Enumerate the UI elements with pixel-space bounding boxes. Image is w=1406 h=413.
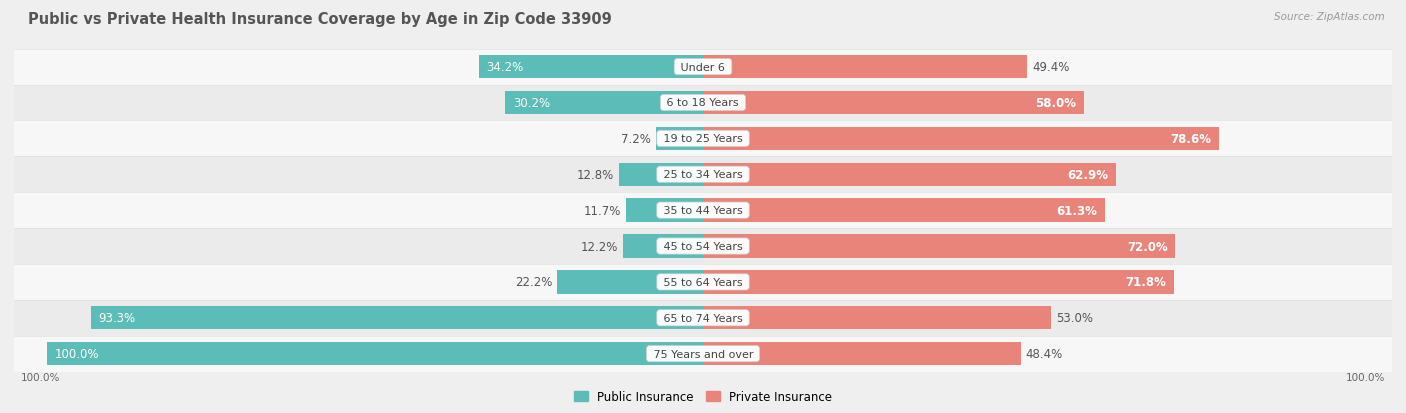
Bar — [626, 199, 703, 222]
Bar — [14, 300, 1392, 336]
Text: 78.6%: 78.6% — [1170, 133, 1211, 145]
Text: 100.0%: 100.0% — [21, 373, 60, 382]
Bar — [46, 342, 703, 366]
Bar — [505, 92, 703, 115]
Text: 12.2%: 12.2% — [581, 240, 617, 253]
Bar — [703, 199, 1105, 222]
Bar — [703, 56, 1028, 79]
Text: 62.9%: 62.9% — [1067, 169, 1108, 181]
Bar — [14, 121, 1392, 157]
Legend: Public Insurance, Private Insurance: Public Insurance, Private Insurance — [569, 385, 837, 408]
Bar — [703, 235, 1175, 258]
Bar — [14, 228, 1392, 264]
Text: 12.8%: 12.8% — [576, 169, 614, 181]
Bar — [14, 193, 1392, 228]
Bar — [14, 85, 1392, 121]
Text: 55 to 64 Years: 55 to 64 Years — [659, 277, 747, 287]
Text: 35 to 44 Years: 35 to 44 Years — [659, 206, 747, 216]
Text: 65 to 74 Years: 65 to 74 Years — [659, 313, 747, 323]
Text: 45 to 54 Years: 45 to 54 Years — [659, 242, 747, 252]
Bar — [557, 271, 703, 294]
Text: 48.4%: 48.4% — [1026, 347, 1063, 360]
Bar — [478, 56, 703, 79]
Text: 6 to 18 Years: 6 to 18 Years — [664, 98, 742, 108]
Bar — [14, 264, 1392, 300]
Text: 61.3%: 61.3% — [1056, 204, 1097, 217]
Bar — [703, 342, 1021, 366]
Text: Public vs Private Health Insurance Coverage by Age in Zip Code 33909: Public vs Private Health Insurance Cover… — [28, 12, 612, 27]
Text: 49.4%: 49.4% — [1032, 61, 1070, 74]
Bar — [655, 127, 703, 151]
Bar — [703, 163, 1116, 187]
Text: Source: ZipAtlas.com: Source: ZipAtlas.com — [1274, 12, 1385, 22]
Text: 72.0%: 72.0% — [1126, 240, 1167, 253]
Text: 75 Years and over: 75 Years and over — [650, 349, 756, 359]
Text: 34.2%: 34.2% — [486, 61, 523, 74]
Text: 71.8%: 71.8% — [1125, 276, 1166, 289]
Bar — [619, 163, 703, 187]
Text: 30.2%: 30.2% — [513, 97, 550, 110]
Text: 7.2%: 7.2% — [620, 133, 651, 145]
Text: 11.7%: 11.7% — [583, 204, 621, 217]
Text: 100.0%: 100.0% — [55, 347, 100, 360]
Bar — [14, 336, 1392, 372]
Text: 100.0%: 100.0% — [1346, 373, 1385, 382]
Text: 22.2%: 22.2% — [515, 276, 553, 289]
Text: 19 to 25 Years: 19 to 25 Years — [659, 134, 747, 144]
Bar — [623, 235, 703, 258]
Bar — [703, 92, 1084, 115]
Text: 25 to 34 Years: 25 to 34 Years — [659, 170, 747, 180]
Text: 53.0%: 53.0% — [1056, 311, 1092, 325]
Text: Under 6: Under 6 — [678, 62, 728, 72]
Bar — [91, 306, 703, 330]
Bar — [14, 157, 1392, 193]
Bar — [14, 50, 1392, 85]
Text: 58.0%: 58.0% — [1035, 97, 1076, 110]
Bar — [703, 127, 1219, 151]
Bar — [703, 271, 1174, 294]
Text: 93.3%: 93.3% — [98, 311, 136, 325]
Bar — [703, 306, 1050, 330]
